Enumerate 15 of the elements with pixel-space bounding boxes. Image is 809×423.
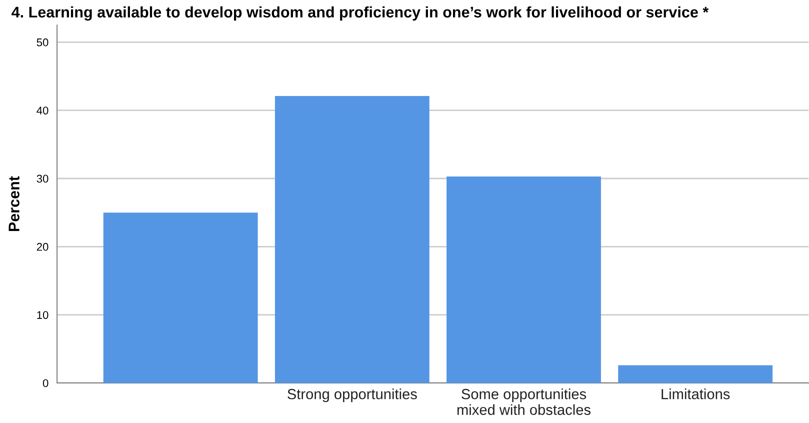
x-tick-label: Limitations — [662, 388, 730, 400]
bar — [446, 176, 601, 383]
chart-title: 4. Learning available to develop wisdom and proficiency in one’s work for livelihood or service * — [12, 6, 709, 21]
x-tick-label: Strong opportunities — [288, 388, 417, 402]
bar — [103, 212, 258, 383]
bar — [618, 365, 773, 383]
x-tick-label: Some opportunities mixed with obstacles — [457, 388, 591, 415]
y-tick-label: 30 — [36, 174, 48, 183]
y-axis-title: Percent — [8, 176, 20, 232]
bar — [274, 96, 430, 383]
y-tick-label: 40 — [36, 106, 48, 114]
y-tick-label: 20 — [36, 242, 48, 251]
y-tick-label: 0 — [42, 379, 48, 388]
y-tick-label: 50 — [36, 38, 48, 46]
y-tick-label: 10 — [37, 311, 48, 319]
